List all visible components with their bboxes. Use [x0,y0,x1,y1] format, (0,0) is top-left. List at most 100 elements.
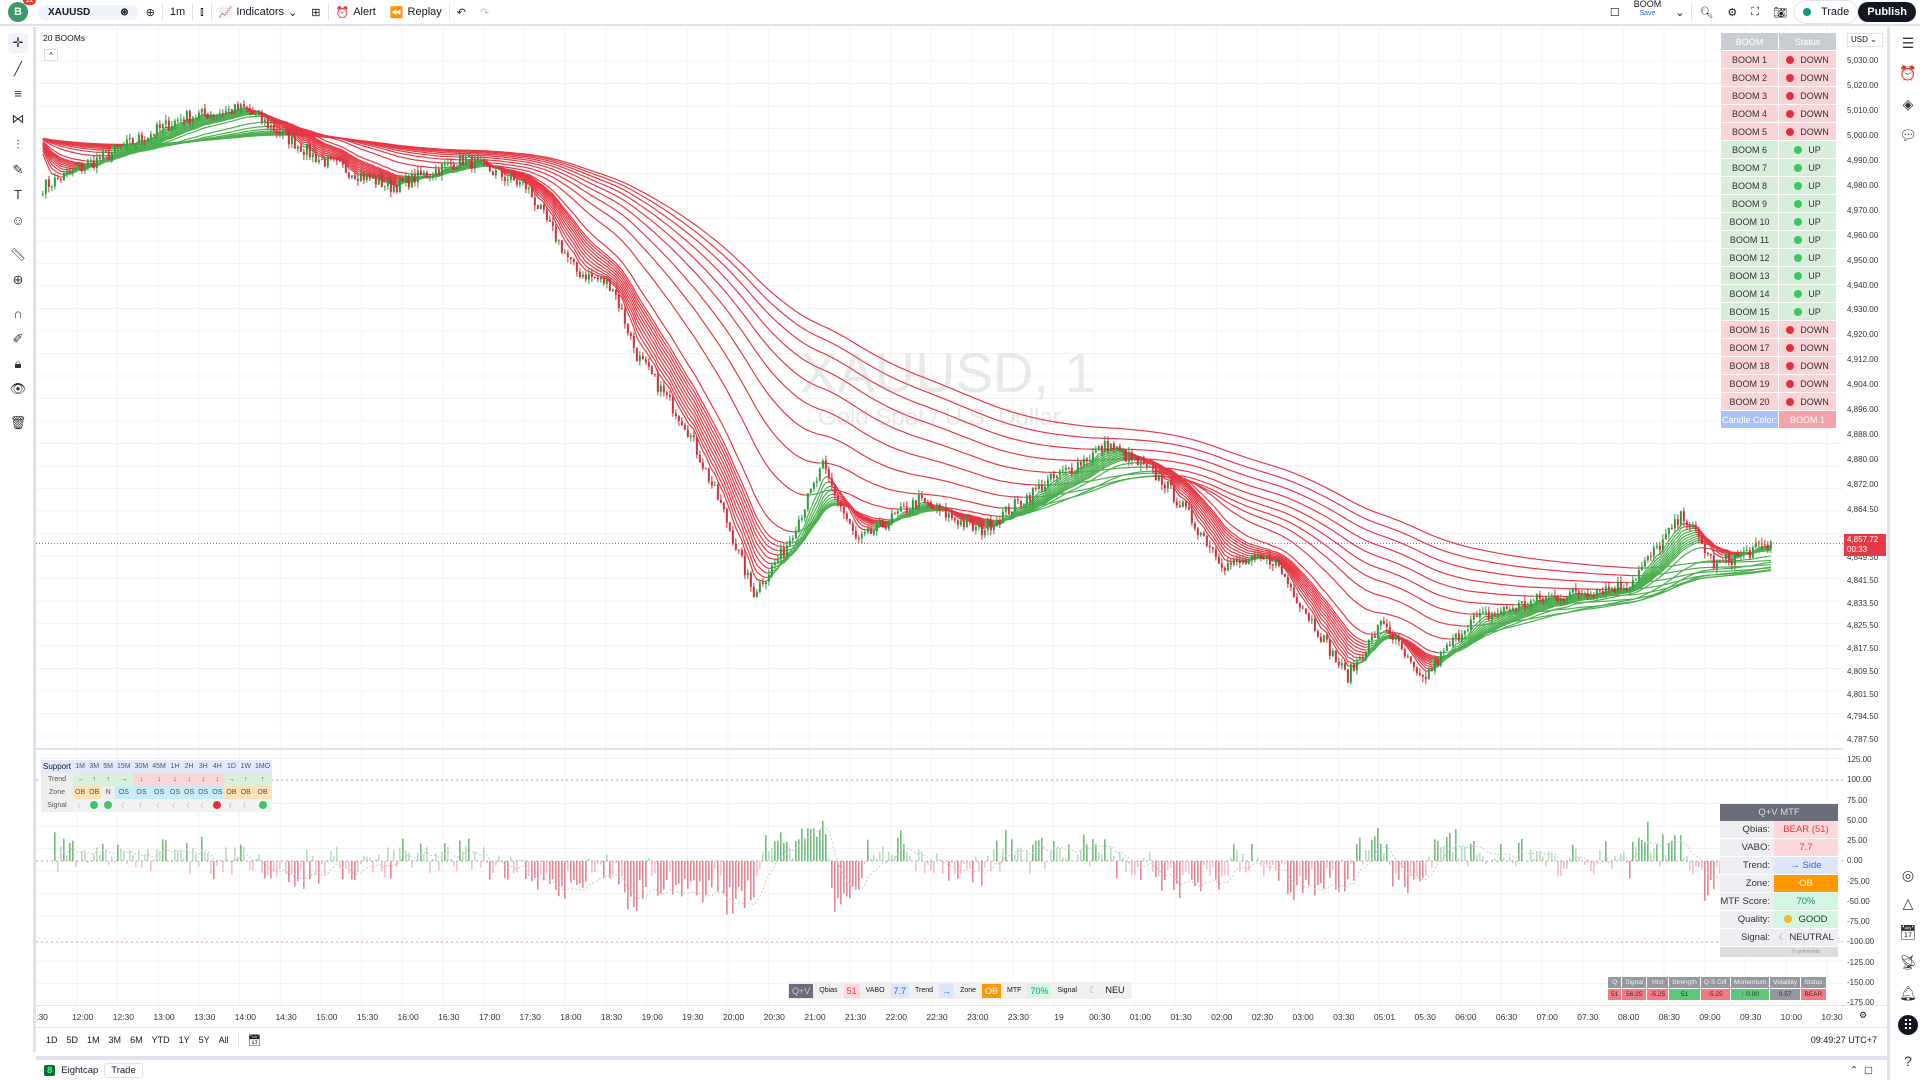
broker-name[interactable]: Eightcap [61,1064,99,1076]
candle [1655,546,1658,548]
range-button-1y[interactable]: 1Y [178,1035,190,1045]
settings-button[interactable]: ⚙ [1720,0,1744,24]
broker-trade-button[interactable]: Trade [104,1062,143,1078]
candle [752,586,755,598]
candle [713,484,716,486]
chevron-up-icon[interactable]: ⌃ [1850,1064,1859,1076]
trade-button[interactable]: Trade [1793,0,1859,24]
quick-search-button[interactable]: 🔍︎ [1692,0,1720,24]
bull-dot-icon [104,801,113,809]
lock-icon[interactable]: 🔒︎ [14,356,22,371]
candle [110,152,113,160]
chat-icon[interactable]: 💬︎ [1899,127,1917,143]
candle [1505,606,1508,610]
currency-select[interactable]: USD ⌄ [1847,33,1883,47]
candle [587,273,590,280]
qv-value: 7.7 [1774,839,1838,856]
time-tick-label: 09:00 [1699,1012,1721,1022]
candle [1208,545,1211,548]
price-axis[interactable]: USD ⌄ 5,030.00 5,020.00 5,010.00 5,000.00 4,… [1843,27,1887,1007]
range-button-all[interactable]: All [218,1035,229,1045]
range-button-1d[interactable]: 1D [46,1035,58,1045]
eye-icon[interactable]: 👁︎ [9,381,27,396]
fullscreen-button[interactable]: ⛶ [1744,0,1766,24]
candle [581,274,584,278]
layout-button[interactable]: ☐ [1603,0,1627,24]
bear-dot-icon [213,801,222,809]
ruler-icon[interactable]: 📏︎ [9,247,27,262]
range-button-6m[interactable]: 6M [130,1035,143,1045]
user-avatar[interactable]: B 11 [8,0,36,22]
boom-status: DOWN [1779,123,1837,140]
layout-name[interactable]: BOOM Save [1627,0,1669,24]
candle [1241,560,1244,564]
redo-button[interactable]: ↷ [473,0,496,24]
mountain-icon[interactable]: △ [1902,895,1914,911]
candle [1142,461,1145,465]
range-button-3m[interactable]: 3M [108,1035,122,1045]
pattern-icon[interactable]: ⋈ [11,111,25,126]
boom-status: UP [1779,159,1837,176]
range-button-5d[interactable]: 5D [66,1035,79,1045]
lock-drawing-icon[interactable]: ✐ [12,331,24,346]
trash-icon[interactable]: 🗑︎ [9,415,27,430]
watchlist-icon[interactable]: ⊛ [120,6,129,18]
zoom-icon[interactable]: ⊕ [12,272,24,287]
watchlist-icon[interactable]: ☰ [1901,35,1915,51]
interval-button[interactable]: 1m [169,6,186,18]
magnet-icon[interactable]: ∩ [13,306,23,321]
time-axis[interactable]: :30 12:00 12:30 13:00 13:30 14:00 14:30 15:00 15… [36,1005,1887,1027]
boom-status: DOWN [1779,357,1837,374]
feed-icon[interactable]: 📡︎ [1899,954,1917,970]
trend-line-icon[interactable]: ╱ [14,61,22,76]
chart-canvas[interactable] [36,27,1887,1005]
candle [299,146,302,152]
emoji-icon[interactable]: ☺ [11,213,25,228]
crosshair-icon[interactable]: ✛ [8,33,28,53]
replay-button[interactable]: ⏪ Replay [383,0,449,24]
timeframe-header: 1H [170,763,180,770]
text-icon[interactable]: T [14,187,22,202]
candle [1619,581,1622,590]
alert-button[interactable]: ⏰ Alert [329,0,383,24]
target-icon[interactable]: ◎ [1901,867,1915,883]
collapse-legend-button[interactable]: ^ [44,49,58,61]
calendar-icon[interactable]: 📅︎ [1899,924,1917,940]
candle [1163,484,1166,489]
range-button-ytd[interactable]: YTD [151,1035,170,1045]
maximize-panel-icon[interactable]: ▢ [1864,1064,1873,1076]
symbol-search[interactable]: XAUUSD ⊛ [38,4,139,20]
candle [71,169,74,173]
range-button-5y[interactable]: 5Y [198,1035,210,1045]
candle [605,279,608,284]
range-button-1m[interactable]: 1M [87,1035,100,1045]
templates-button[interactable]: ⊞ [304,0,327,24]
stats-header: Strength [1668,976,1701,989]
fib-icon[interactable]: ≡ [14,86,22,101]
candle [1556,595,1559,601]
layers-icon[interactable]: ◈ [1902,96,1914,112]
candle [1022,504,1025,506]
boom-row: BOOM 1 DOWN [1721,51,1837,69]
alarm-clock-icon[interactable]: ⏰ [1899,65,1917,81]
publish-button[interactable]: Publish [1858,2,1916,22]
compare-symbol-button[interactable]: ⊕ [139,0,162,24]
brush-icon[interactable]: ✎ [12,162,24,177]
chart-type-button[interactable]: ⫾ [193,0,211,24]
candle [695,437,698,455]
forecast-icon[interactable]: ⫶ [16,137,20,152]
goto-date-icon[interactable]: 📅︎ [247,1034,262,1047]
price-tick-label: 4,990.00 [1847,155,1879,165]
help-icon[interactable]: ? [1904,1053,1912,1069]
axis-settings-icon[interactable]: ⚙ [1859,1010,1868,1020]
clock[interactable]: 09:49:27 UTC+7 [1810,1035,1877,1045]
candle [248,108,251,112]
bell-icon[interactable]: 🔔︎ [1899,985,1917,1001]
undo-button[interactable]: ↶ [450,0,473,24]
header-status: Status [1779,33,1837,50]
layout-menu-button[interactable]: ⌄ [1668,0,1691,24]
screenshot-button[interactable]: 📷︎ [1766,0,1794,24]
time-tick-label: 10:00 [1780,1012,1802,1022]
indicators-button[interactable]: 📈 Indicators ⌄ [212,0,305,24]
apps-grid-icon[interactable]: ⠿ [1898,1015,1918,1035]
